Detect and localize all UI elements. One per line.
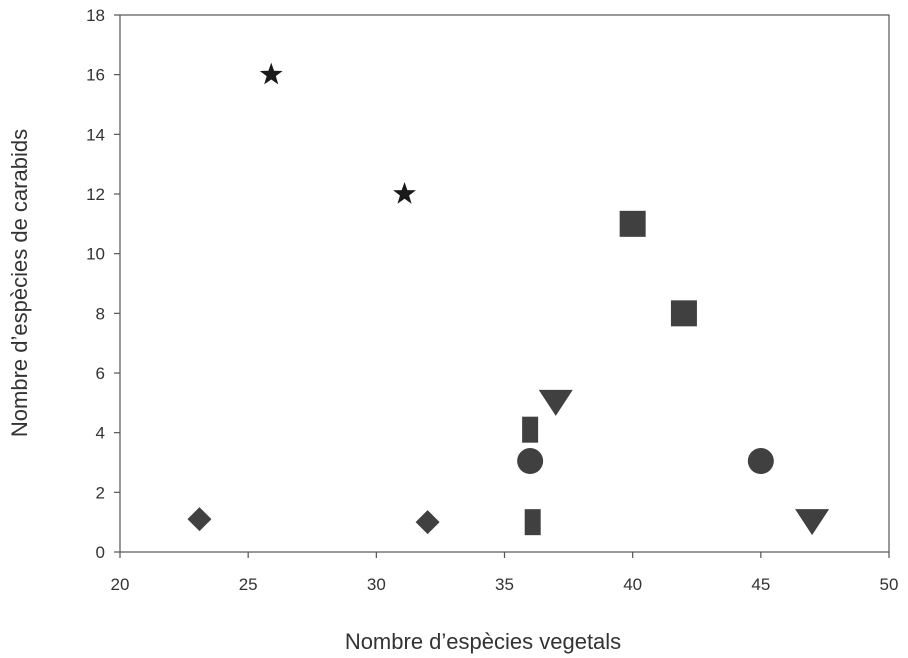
y-tick-label: 16 — [86, 66, 105, 85]
x-axis: 20 25 30 35 40 45 50 — [111, 552, 899, 594]
x-tick-label: 50 — [880, 575, 899, 594]
x-tick-label: 35 — [495, 575, 514, 594]
x-tick-label: 45 — [751, 575, 770, 594]
data-point-triangle-down — [795, 509, 830, 536]
y-axis: 0 2 4 6 8 10 12 14 16 18 — [86, 6, 120, 562]
y-tick-label: 2 — [96, 483, 105, 502]
y-tick-label: 12 — [86, 185, 105, 204]
x-tick-label: 40 — [623, 575, 642, 594]
y-tick-label: 4 — [96, 424, 105, 443]
y-tick-label: 10 — [86, 245, 105, 264]
data-point-diamond — [415, 510, 440, 535]
x-tick-label: 30 — [367, 575, 386, 594]
plot-frame — [119, 14, 890, 553]
data-point-star — [393, 182, 416, 204]
y-tick-label: 8 — [96, 304, 105, 323]
data-point-square — [619, 210, 646, 237]
x-axis-title: Nombre d’espècies vegetals — [345, 629, 621, 654]
data-point-square — [670, 300, 697, 327]
x-tick-label: 20 — [111, 575, 130, 594]
data-point-diamond — [187, 507, 212, 532]
y-tick-label: 18 — [86, 6, 105, 25]
y-tick-label: 0 — [96, 543, 105, 562]
data-points — [187, 62, 830, 536]
data-point-rect-tall — [524, 509, 541, 536]
x-tick-label: 25 — [239, 575, 258, 594]
data-point-circle — [747, 448, 774, 475]
data-point-triangle-down — [538, 389, 573, 416]
data-point-circle — [517, 448, 544, 475]
y-tick-label: 14 — [86, 125, 105, 144]
data-point-rect-tall — [522, 416, 539, 443]
y-axis-title: Nombre d’espècies de carabids — [7, 129, 32, 437]
y-tick-label: 6 — [96, 364, 105, 383]
data-point-star — [259, 62, 283, 85]
